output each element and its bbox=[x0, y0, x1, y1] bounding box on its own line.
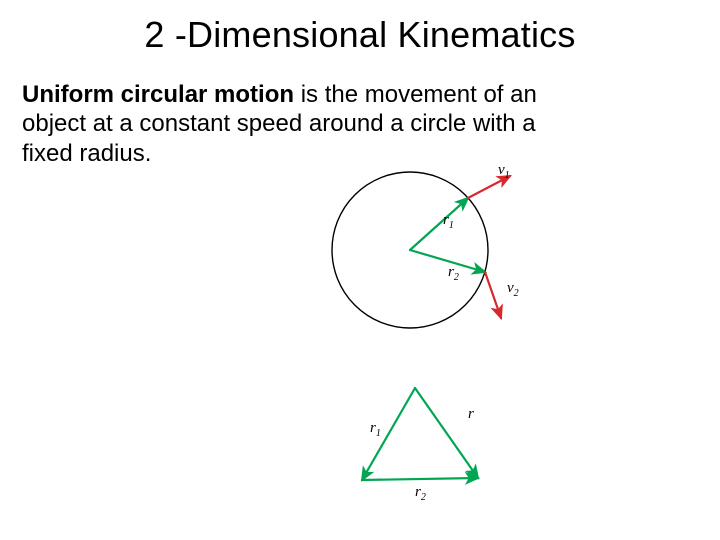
svg-text:r2: r2 bbox=[415, 484, 426, 503]
definition-text: Uniform circular motion is the movement … bbox=[22, 80, 582, 168]
svg-text:r: r bbox=[468, 406, 474, 422]
svg-text:v2: v2 bbox=[507, 280, 519, 299]
svg-text:r1: r1 bbox=[370, 420, 381, 439]
slide: 2 -Dimensional Kinematics Uniform circul… bbox=[0, 0, 720, 540]
svg-text:r2: r2 bbox=[448, 264, 459, 283]
slide-title: 2 -Dimensional Kinematics bbox=[0, 14, 720, 56]
svg-text:r1: r1 bbox=[443, 212, 454, 231]
circular-motion-diagram: v1 r1 r2 v2 r r1 r2 bbox=[300, 160, 560, 520]
definition-bold-lead: Uniform circular motion bbox=[22, 81, 294, 108]
svg-text:v1: v1 bbox=[498, 162, 510, 181]
